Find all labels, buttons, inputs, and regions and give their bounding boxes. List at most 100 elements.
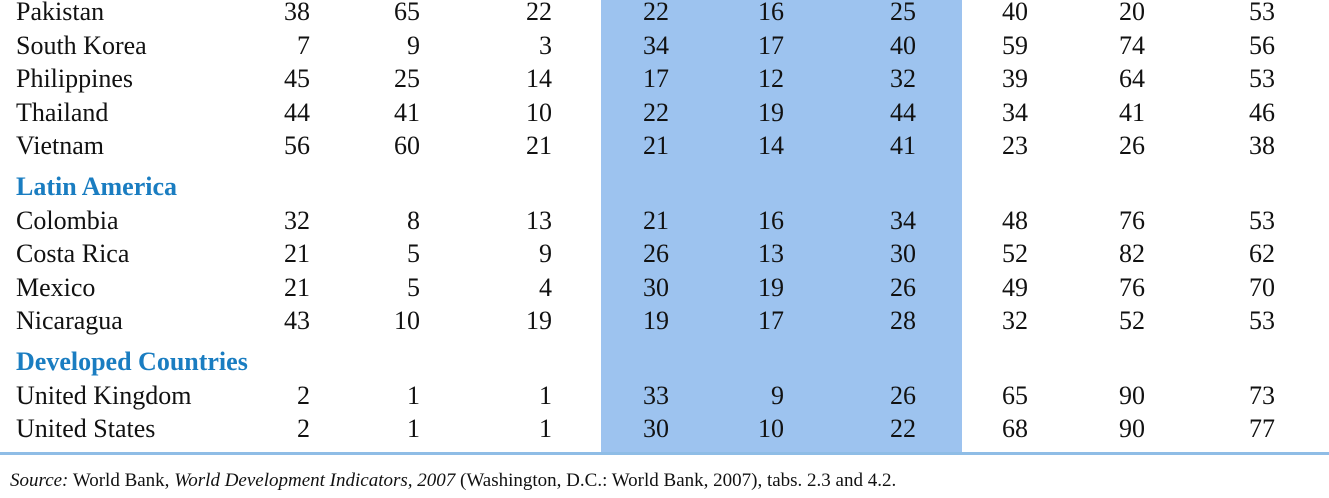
cell-value: 4 bbox=[539, 272, 552, 302]
cell-value: 32 bbox=[890, 64, 916, 93]
cell-value: 10 bbox=[394, 306, 420, 335]
cell-value: 14 bbox=[758, 131, 784, 160]
row-label: Philippines bbox=[16, 64, 134, 93]
cell-value: 30 bbox=[643, 272, 669, 302]
cell-value: 43 bbox=[284, 306, 310, 335]
cell-value: 21 bbox=[284, 272, 310, 302]
row-label: Mexico bbox=[16, 272, 96, 302]
cell-value: 21 bbox=[284, 239, 310, 268]
row-label: Thailand bbox=[16, 97, 109, 127]
cell-value: 12 bbox=[758, 64, 784, 93]
cell-value: 8 bbox=[407, 205, 420, 235]
cell-value: 52 bbox=[1119, 306, 1145, 335]
cell-value: 1 bbox=[407, 414, 420, 443]
cell-value: 41 bbox=[890, 131, 916, 160]
row-label: Costa Rica bbox=[16, 239, 130, 268]
cell-value: 32 bbox=[1002, 306, 1028, 335]
cell-value: 19 bbox=[526, 306, 552, 335]
cell-value: 26 bbox=[890, 272, 916, 302]
cell-value: 53 bbox=[1249, 205, 1275, 235]
source-author: World Bank, bbox=[72, 470, 170, 491]
cell-value: 82 bbox=[1119, 239, 1145, 268]
section-heading: Developed Countries bbox=[16, 346, 248, 376]
cell-value: 52 bbox=[1002, 239, 1028, 268]
cell-value: 56 bbox=[1249, 30, 1275, 60]
cell-value: 13 bbox=[526, 205, 552, 235]
cell-value: 25 bbox=[394, 64, 420, 93]
cell-value: 9 bbox=[771, 380, 784, 410]
cell-value: 73 bbox=[1249, 380, 1275, 410]
cell-value: 5 bbox=[407, 272, 420, 302]
cell-value: 34 bbox=[643, 30, 669, 60]
cell-value: 40 bbox=[890, 30, 916, 60]
cell-value: 53 bbox=[1249, 0, 1275, 26]
cell-value: 30 bbox=[643, 414, 669, 443]
cell-value: 74 bbox=[1119, 30, 1145, 60]
cell-value: 23 bbox=[1002, 131, 1028, 160]
cell-value: 59 bbox=[1002, 30, 1028, 60]
cell-value: 60 bbox=[394, 131, 420, 160]
cell-value: 38 bbox=[284, 0, 310, 26]
cell-value: 34 bbox=[890, 205, 916, 235]
cell-value: 9 bbox=[539, 239, 552, 268]
cell-value: 48 bbox=[1002, 205, 1028, 235]
cell-value: 17 bbox=[758, 30, 784, 60]
cell-value: 10 bbox=[758, 414, 784, 443]
cell-value: 26 bbox=[890, 380, 916, 410]
cell-value: 17 bbox=[758, 306, 784, 335]
cell-value: 13 bbox=[758, 239, 784, 268]
cell-value: 76 bbox=[1119, 205, 1145, 235]
cell-value: 90 bbox=[1119, 380, 1145, 410]
cell-value: 22 bbox=[643, 0, 669, 26]
source-rest: (Washington, D.C.: World Bank, 2007), ta… bbox=[460, 470, 897, 491]
cell-value: 10 bbox=[526, 97, 552, 127]
cell-value: 5 bbox=[407, 239, 420, 268]
cell-value: 16 bbox=[758, 0, 784, 26]
cell-value: 77 bbox=[1249, 414, 1275, 443]
cell-value: 40 bbox=[1002, 0, 1028, 26]
cell-value: 49 bbox=[1002, 272, 1028, 302]
cell-value: 7 bbox=[297, 30, 310, 60]
cell-value: 3 bbox=[539, 30, 552, 60]
cell-value: 21 bbox=[643, 131, 669, 160]
cell-value: 14 bbox=[526, 64, 552, 93]
cell-value: 41 bbox=[1119, 97, 1145, 127]
cell-value: 76 bbox=[1119, 272, 1145, 302]
cell-value: 1 bbox=[539, 414, 552, 443]
cell-value: 62 bbox=[1249, 239, 1275, 268]
cell-value: 90 bbox=[1119, 414, 1145, 443]
cell-value: 34 bbox=[1002, 97, 1028, 127]
row-label: United States bbox=[16, 414, 156, 443]
cell-value: 41 bbox=[394, 97, 420, 127]
cell-value: 21 bbox=[643, 205, 669, 235]
row-label: United Kingdom bbox=[16, 380, 192, 410]
cell-value: 44 bbox=[284, 97, 310, 127]
cell-value: 45 bbox=[284, 64, 310, 93]
cell-value: 53 bbox=[1249, 306, 1275, 335]
cell-value: 38 bbox=[1249, 131, 1275, 160]
cell-value: 19 bbox=[758, 272, 784, 302]
cell-value: 9 bbox=[407, 30, 420, 60]
cell-value: 33 bbox=[643, 380, 669, 410]
cell-value: 26 bbox=[643, 239, 669, 268]
row-label: Colombia bbox=[16, 205, 119, 235]
cell-value: 30 bbox=[890, 239, 916, 268]
cell-value: 22 bbox=[643, 97, 669, 127]
cell-value: 1 bbox=[407, 380, 420, 410]
cell-value: 39 bbox=[1002, 64, 1028, 93]
row-label: Nicaragua bbox=[16, 306, 123, 335]
row-label: Pakistan bbox=[16, 0, 105, 26]
cell-value: 65 bbox=[394, 0, 420, 26]
cell-value: 19 bbox=[643, 306, 669, 335]
row-label: Vietnam bbox=[16, 131, 104, 160]
cell-value: 1 bbox=[539, 380, 552, 410]
cell-value: 26 bbox=[1119, 131, 1145, 160]
cell-value: 32 bbox=[284, 205, 310, 235]
highlight-band bbox=[601, 0, 962, 453]
cell-value: 19 bbox=[758, 97, 784, 127]
cell-value: 2 bbox=[297, 380, 310, 410]
cell-value: 56 bbox=[284, 131, 310, 160]
cell-value: 44 bbox=[890, 97, 916, 127]
cell-value: 17 bbox=[643, 64, 669, 93]
